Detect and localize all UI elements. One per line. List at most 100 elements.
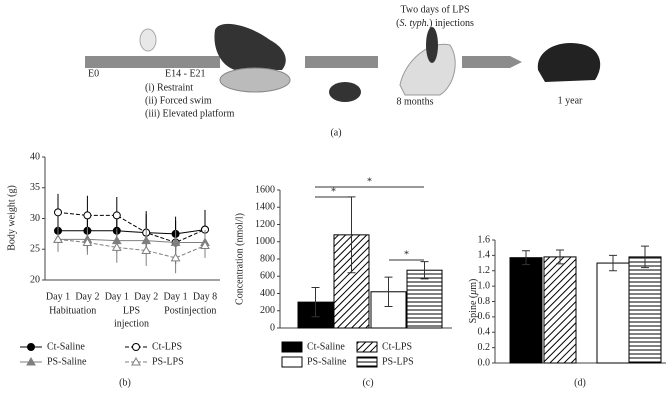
age-label: 8 months xyxy=(397,96,434,107)
legend-label: PS-Saline xyxy=(47,356,87,367)
legend-label: PS-Saline xyxy=(307,356,347,367)
y-tick-label: 20 xyxy=(30,274,40,285)
bar xyxy=(628,256,662,364)
x-tick-label: Day 1 xyxy=(105,291,129,302)
significance-mark: * xyxy=(367,176,372,187)
error-bar-line xyxy=(420,261,429,280)
marker xyxy=(54,208,62,217)
panel-label: (d) xyxy=(574,377,586,388)
marker xyxy=(200,240,210,250)
injection-label: Two days of LPS xyxy=(400,4,469,15)
legend-label: Ct-LPS xyxy=(382,341,412,352)
marker xyxy=(53,234,63,243)
y-tick-label: 0.4 xyxy=(478,327,491,338)
group-label: Habituation xyxy=(49,305,96,316)
marker xyxy=(27,343,35,351)
stressor: (i) Restraint xyxy=(145,82,193,93)
significance-mark: * xyxy=(404,249,409,260)
legend-swatch xyxy=(281,341,303,353)
error-bar xyxy=(641,245,649,269)
timeline-text: E0 E14 - E21 (i) Restraint (ii) Forced s… xyxy=(88,4,583,138)
y-tick-label: 1.0 xyxy=(478,280,491,291)
y-tick-label: 40 xyxy=(30,151,40,162)
y-tick-label: 400 xyxy=(260,288,275,299)
panel-label: (a) xyxy=(330,127,341,138)
y-tick-label: 0.0 xyxy=(478,357,491,368)
y-tick-label: 1.6 xyxy=(478,234,491,245)
legend-label: Ct-Saline xyxy=(307,341,345,352)
text-part: Spine ( xyxy=(468,294,479,323)
text-part: μ xyxy=(468,290,479,296)
marker xyxy=(170,252,181,262)
marker xyxy=(111,242,122,251)
significance-mark: * xyxy=(331,186,336,197)
panel-label: (c) xyxy=(362,377,373,388)
bar xyxy=(509,257,543,364)
series-line xyxy=(57,238,206,259)
error-bar-line xyxy=(311,286,320,318)
legend-swatch xyxy=(356,341,378,353)
y-tick-label: 800 xyxy=(260,253,275,264)
text-part: ( xyxy=(396,18,400,29)
legend-label: PS-LPS xyxy=(152,356,184,367)
y-tick-label: 30 xyxy=(30,213,40,224)
x-tick-label: Day 2 xyxy=(134,291,158,302)
legend-label: Ct-Saline xyxy=(47,341,85,352)
timeline-graphics xyxy=(85,23,601,102)
series-line xyxy=(57,211,206,244)
y-tick-label: 35 xyxy=(30,182,40,193)
y-tick-label: 600 xyxy=(260,271,275,282)
error-bar-line xyxy=(384,276,393,307)
y-axis-label: Spine (μm) xyxy=(468,279,479,324)
error-bar xyxy=(609,254,617,272)
marker xyxy=(131,356,141,366)
bar xyxy=(406,269,443,329)
bar xyxy=(596,262,630,364)
stress-window: E14 - E21 xyxy=(165,68,206,79)
y-tick-label: 0.2 xyxy=(478,342,491,353)
y-tick-label: 1000 xyxy=(255,236,275,247)
error-bar xyxy=(522,250,530,266)
text-part: m) xyxy=(468,279,479,290)
y-tick-label: 25 xyxy=(30,244,40,255)
y-tick-label: 1.2 xyxy=(478,265,491,276)
legend-swatch xyxy=(281,356,303,368)
y-tick-label: 0.6 xyxy=(478,311,491,322)
age-label: 1 year xyxy=(558,95,583,106)
error-bar xyxy=(420,261,429,280)
legend-swatch xyxy=(356,356,378,368)
y-tick-label: 0.8 xyxy=(478,296,491,307)
marker xyxy=(82,237,93,246)
legend-label: Ct-LPS xyxy=(152,341,182,352)
y-axis-label: Concentration (nmol/l) xyxy=(234,213,245,305)
x-tick-label: Day 2 xyxy=(75,291,99,302)
error-bar xyxy=(556,249,564,265)
y-tick-label: 1200 xyxy=(255,219,275,230)
stressor: (ii) Forced swim xyxy=(145,95,212,106)
x-tick-label: Day 1 xyxy=(46,291,70,302)
legend-label: PS-LPS xyxy=(382,356,414,367)
bar xyxy=(543,256,577,364)
text-part: S. typh. xyxy=(399,18,429,29)
group-label: injection xyxy=(114,318,149,329)
y-tick-label: 1600 xyxy=(255,184,275,195)
panel-label: (b) xyxy=(119,377,131,388)
series-line xyxy=(58,229,206,235)
error-bar-line xyxy=(641,245,649,269)
y-tick-label: 1400 xyxy=(255,202,275,213)
y-tick-label: 1.4 xyxy=(478,250,491,261)
injection-label: (S. typh.) injections xyxy=(396,18,474,29)
y-tick-label: 0 xyxy=(270,322,275,333)
y-axis-label: Body weight (g) xyxy=(6,185,17,251)
group-label: Postinjection xyxy=(164,305,216,316)
y-tick-label: 200 xyxy=(260,305,275,316)
stressor: (iii) Elevated platform xyxy=(145,108,235,119)
x-tick-label: Day 8 xyxy=(193,291,217,302)
error-bar-line xyxy=(556,249,564,265)
marker xyxy=(26,356,36,366)
error-bar xyxy=(384,276,393,307)
marker xyxy=(141,245,152,254)
x-tick-label: Day 1 xyxy=(164,291,188,302)
text-part: ) injections xyxy=(429,18,474,29)
